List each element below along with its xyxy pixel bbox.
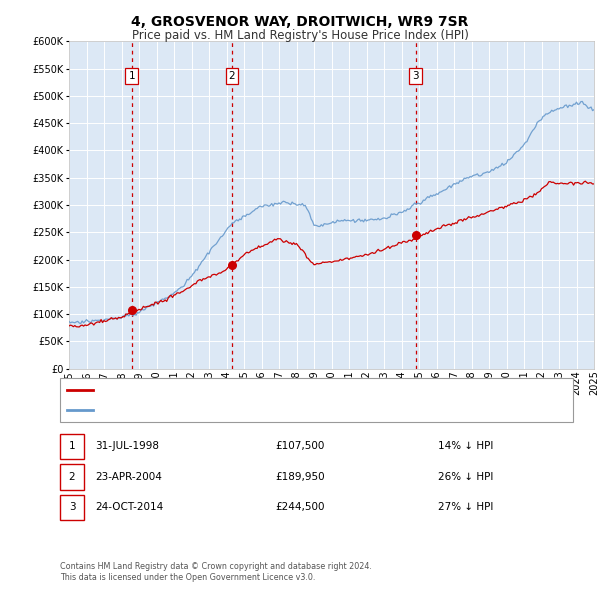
Text: 26% ↓ HPI: 26% ↓ HPI [438, 472, 493, 481]
Text: 2: 2 [229, 71, 235, 81]
Text: 31-JUL-1998: 31-JUL-1998 [95, 441, 159, 451]
Text: £244,500: £244,500 [275, 503, 325, 512]
Text: Price paid vs. HM Land Registry's House Price Index (HPI): Price paid vs. HM Land Registry's House … [131, 30, 469, 42]
Text: 4, GROSVENOR WAY, DROITWICH, WR9 7SR: 4, GROSVENOR WAY, DROITWICH, WR9 7SR [131, 15, 469, 29]
Text: 24-OCT-2014: 24-OCT-2014 [95, 503, 163, 512]
Text: 14% ↓ HPI: 14% ↓ HPI [438, 441, 493, 451]
Text: 3: 3 [68, 503, 76, 512]
Text: 3: 3 [412, 71, 419, 81]
Text: 4, GROSVENOR WAY, DROITWICH, WR9 7SR (detached house): 4, GROSVENOR WAY, DROITWICH, WR9 7SR (de… [96, 385, 418, 395]
Text: 1: 1 [128, 71, 135, 81]
Text: £189,950: £189,950 [275, 472, 325, 481]
Text: Contains HM Land Registry data © Crown copyright and database right 2024.
This d: Contains HM Land Registry data © Crown c… [60, 562, 372, 582]
Text: 2: 2 [68, 472, 76, 481]
Text: 1: 1 [68, 441, 76, 451]
Text: HPI: Average price, detached house, Wychavon: HPI: Average price, detached house, Wych… [96, 405, 343, 415]
Text: £107,500: £107,500 [275, 441, 325, 451]
Text: 27% ↓ HPI: 27% ↓ HPI [438, 503, 493, 512]
Text: 23-APR-2004: 23-APR-2004 [95, 472, 161, 481]
